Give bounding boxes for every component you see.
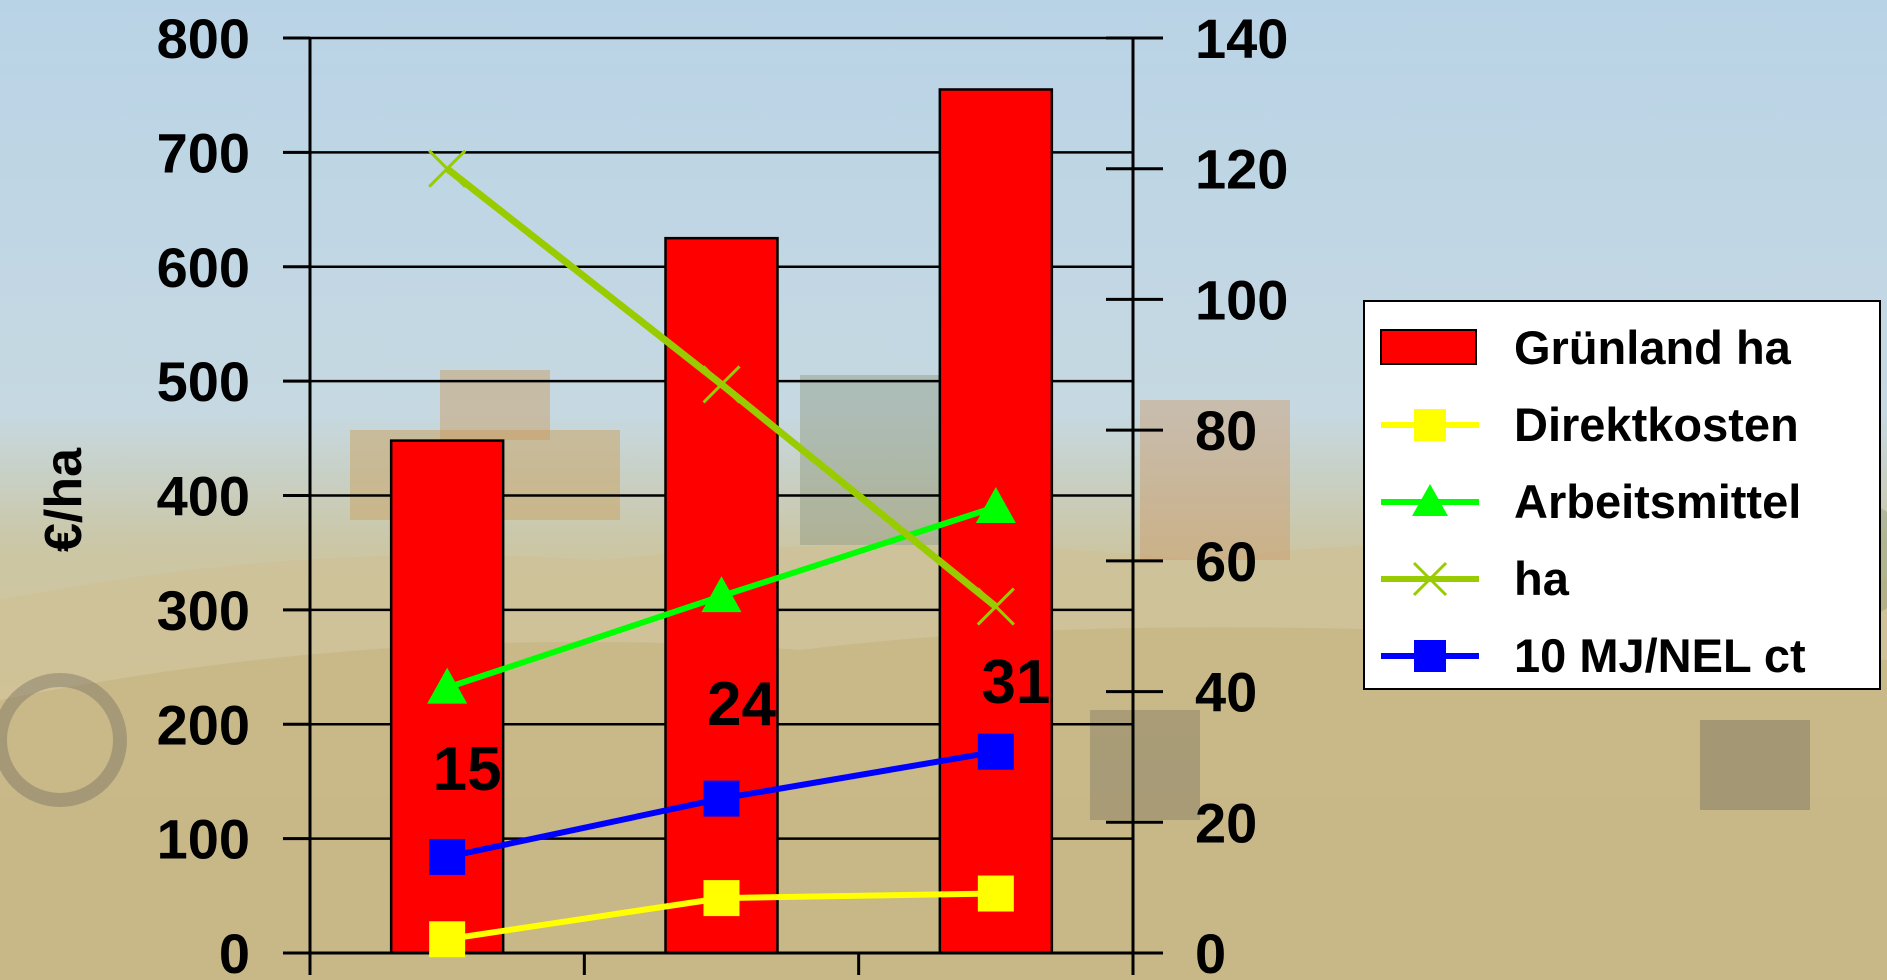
legend-swatch-bar: [1380, 329, 1477, 365]
bar-data-label: 31: [981, 648, 1050, 717]
data-point: [427, 667, 468, 704]
y-tick-label-left: 500: [157, 350, 250, 413]
y-tick-label-right: 40: [1195, 661, 1257, 724]
data-point: [701, 576, 742, 613]
legend-swatch: [1381, 561, 1479, 597]
y-tick-label-right: 100: [1195, 268, 1288, 331]
y-tick-label-right: 140: [1195, 7, 1288, 70]
legend-label: ha: [1514, 552, 1569, 605]
legend-item: ha: [1379, 549, 1879, 609]
y-tick-label-left: 800: [157, 7, 250, 70]
data-point: [703, 780, 740, 817]
legend-swatch: [1381, 484, 1479, 516]
legend-label: Arbeitsmittel: [1514, 475, 1802, 528]
y-tick-label-left: 0: [219, 922, 250, 980]
legend-swatch: [1380, 329, 1477, 365]
data-point: [429, 921, 466, 958]
y-axis-title: €/ha: [35, 447, 93, 553]
bar-data-label: 24: [707, 670, 776, 739]
data-point: [977, 875, 1014, 912]
data-point: [429, 838, 466, 875]
legend-label: Grünland ha: [1514, 321, 1791, 374]
legend-swatch-marker: [1412, 561, 1448, 597]
data-point: [975, 486, 1016, 523]
legend-swatch-marker: [1412, 484, 1448, 516]
legend-item: Grünland ha: [1379, 318, 1879, 378]
legend-label: 10 MJ/NEL ct: [1514, 629, 1806, 682]
y-tick-label-left: 400: [157, 465, 250, 528]
data-point: [703, 880, 740, 917]
legend-item: 10 MJ/NEL ct: [1379, 626, 1879, 686]
data-point: [702, 365, 741, 404]
data-point: [977, 733, 1014, 770]
legend-label: Direktkosten: [1514, 398, 1799, 451]
legend-item: Arbeitsmittel: [1379, 472, 1879, 532]
y-tick-label-left: 700: [157, 121, 250, 184]
y-tick-label-right: 80: [1195, 399, 1257, 462]
data-point: [976, 587, 1015, 626]
legend-item: Direktkosten: [1379, 395, 1879, 455]
y-tick-label-right: 120: [1195, 138, 1288, 201]
y-tick-label-right: 20: [1195, 791, 1257, 854]
y-tick-label-left: 600: [157, 236, 250, 299]
legend-swatch-marker: [1414, 640, 1446, 672]
legend-swatch: [1381, 640, 1479, 672]
legend-swatch-marker: [1414, 409, 1446, 441]
chart-legend: Grünland ha Direktkosten Arbeitsmittel ha 10…: [1363, 300, 1881, 690]
y-tick-label-left: 300: [157, 579, 250, 642]
y-tick-label-right: 0: [1195, 922, 1226, 980]
y-tick-label-left: 200: [157, 693, 250, 756]
data-point: [428, 149, 467, 188]
y-tick-label-left: 100: [157, 808, 250, 871]
y-tick-label-right: 60: [1195, 530, 1257, 593]
bar-data-label: 15: [433, 735, 502, 804]
legend-swatch: [1381, 409, 1479, 441]
